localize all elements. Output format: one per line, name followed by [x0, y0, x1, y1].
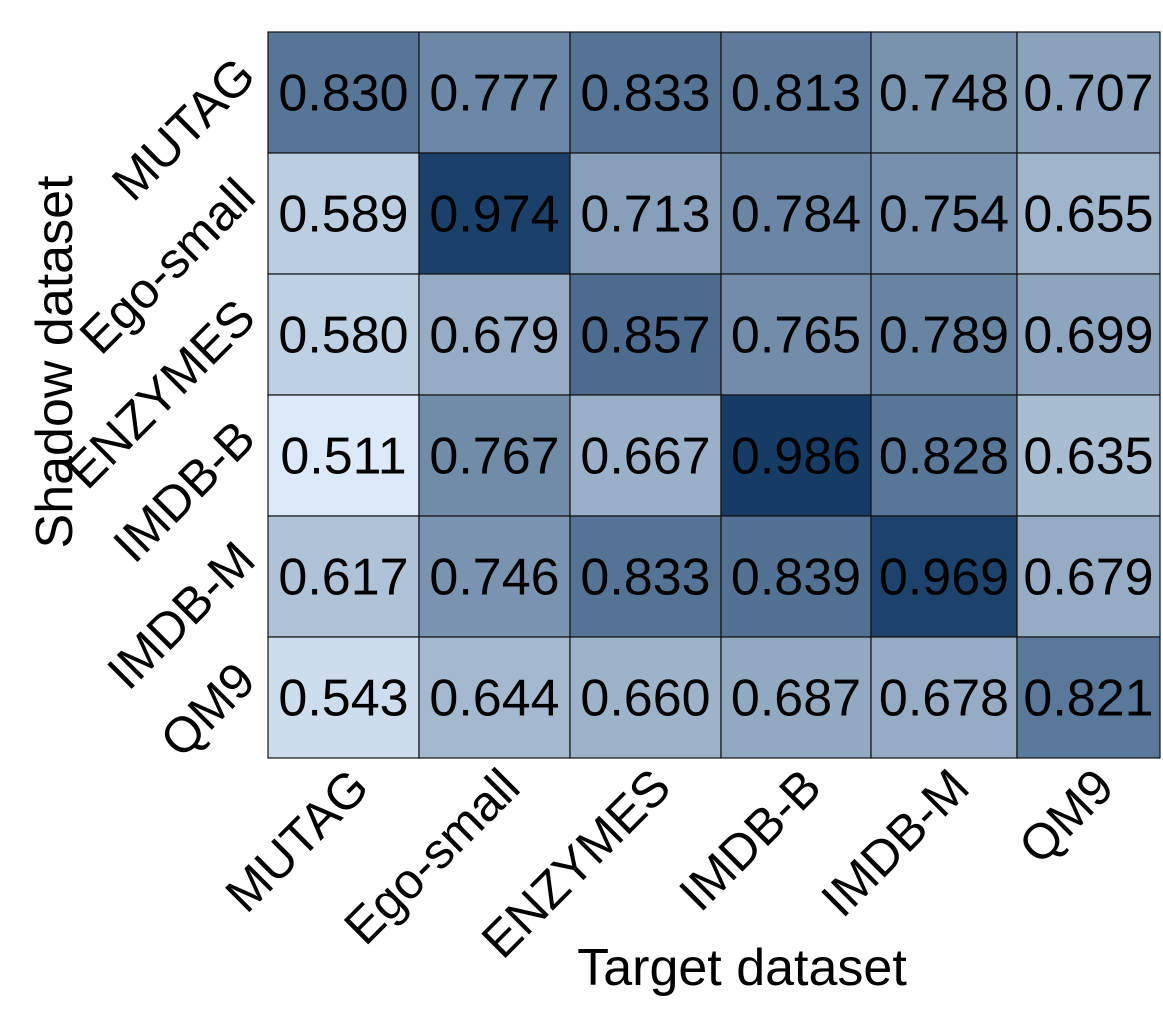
- x-tick-label: IMDB-B: [668, 758, 831, 921]
- heatmap-cell: [720, 636, 872, 759]
- heatmap-cell: [1016, 394, 1161, 517]
- cell-value-label: 0.617: [278, 549, 408, 607]
- x-tick-label: IMDB-M: [811, 758, 980, 927]
- cell-value-label: 0.635: [1023, 428, 1153, 486]
- cell-value-label: 0.830: [278, 65, 408, 123]
- heatmap-cell: [569, 515, 722, 638]
- heatmap-cell: [870, 394, 1018, 517]
- cell-value-label: 0.644: [429, 670, 559, 728]
- cell-value-label: 0.765: [731, 307, 861, 365]
- heatmap-cell: [1016, 636, 1161, 759]
- heatmap-cell: [870, 515, 1018, 638]
- heatmap-cell: [418, 394, 571, 517]
- heatmap-cell: [267, 515, 420, 638]
- cell-value-label: 0.679: [429, 307, 559, 365]
- cell-value-label: 0.746: [429, 549, 559, 607]
- heatmap-cell: [720, 273, 872, 396]
- cell-value-label: 0.660: [580, 670, 710, 728]
- x-tick-label: QM9: [1008, 758, 1124, 874]
- heatmap-cell: [1016, 515, 1161, 638]
- cell-value-label: 0.511: [280, 428, 406, 486]
- cell-value-label: 0.580: [278, 307, 408, 365]
- heatmap-cell: [720, 515, 872, 638]
- cell-value-label: 0.986: [731, 428, 861, 486]
- cell-value-label: 0.748: [879, 65, 1009, 123]
- heatmap-cell: [267, 394, 420, 517]
- heatmap-cell: [267, 636, 420, 759]
- cell-value-label: 0.679: [1023, 549, 1153, 607]
- cell-value-label: 0.784: [731, 186, 861, 244]
- x-axis-title: Target dataset: [577, 939, 907, 997]
- cell-value-label: 0.543: [278, 670, 408, 728]
- heatmap-cell: [870, 636, 1018, 759]
- heatmap-cell: [720, 152, 872, 275]
- heatmap-cell: [720, 31, 872, 154]
- heatmap-cell: [267, 31, 420, 154]
- cell-value-label: 0.833: [580, 549, 710, 607]
- cell-value-label: 0.821: [1023, 670, 1153, 728]
- heatmap-cell: [569, 394, 722, 517]
- y-tick-label: QM9: [150, 652, 266, 768]
- cell-value-label: 0.713: [580, 186, 710, 244]
- heatmap-cell: [720, 394, 872, 517]
- cell-value-label: 0.687: [731, 670, 861, 728]
- heatmap-cell: [569, 273, 722, 396]
- cell-value-label: 0.589: [278, 186, 408, 244]
- heatmap-cell: [418, 31, 571, 154]
- cell-value-label: 0.667: [580, 428, 710, 486]
- heatmap-cell: [870, 31, 1018, 154]
- cell-value-label: 0.789: [879, 307, 1009, 365]
- heatmap-cell: [418, 152, 571, 275]
- cell-value-label: 0.754: [879, 186, 1009, 244]
- cell-value-label: 0.699: [1023, 307, 1153, 365]
- y-axis-title: Shadow dataset: [26, 175, 84, 548]
- cell-value-label: 0.678: [879, 670, 1009, 728]
- cell-value-label: 0.857: [580, 307, 710, 365]
- heatmap-cell: [1016, 31, 1161, 154]
- cell-value-label: 0.813: [731, 65, 861, 123]
- heatmap-cell: [418, 273, 571, 396]
- heatmap-cell: [870, 273, 1018, 396]
- cell-value-label: 0.707: [1023, 65, 1153, 123]
- cell-value-label: 0.655: [1023, 186, 1153, 244]
- cell-value-label: 0.767: [429, 428, 559, 486]
- heatmap-cell: [267, 273, 420, 396]
- heatmap-cell: [1016, 273, 1161, 396]
- cell-value-label: 0.839: [731, 549, 861, 607]
- cell-value-label: 0.974: [429, 186, 559, 244]
- cell-value-label: 0.833: [580, 65, 710, 123]
- cell-value-label: 0.828: [879, 428, 1009, 486]
- heatmap-cell: [1016, 152, 1161, 275]
- cell-value-label: 0.777: [429, 65, 559, 123]
- cell-value-label: 0.969: [879, 549, 1009, 607]
- heatmap-cell: [569, 31, 722, 154]
- heatmap-cells: 0.830 0.777 0.833 0.813 0.748 0.707 0.589 0.974…: [267, 31, 1161, 759]
